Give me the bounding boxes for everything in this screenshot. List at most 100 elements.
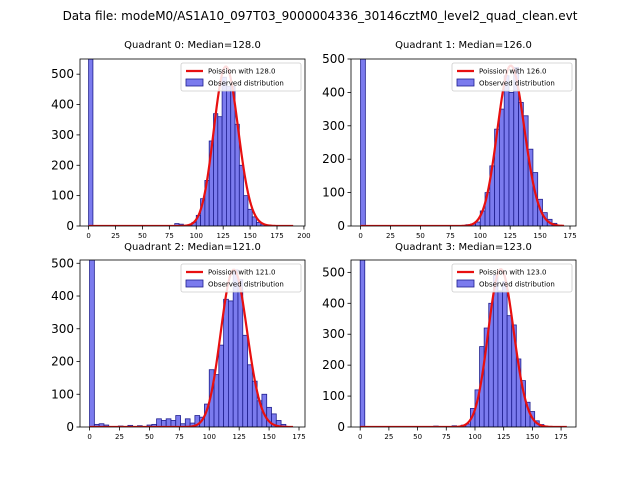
x-tick-label: 100: [190, 232, 203, 240]
legend: Poission with 126.0 Observed distribution: [451, 62, 573, 92]
histogram-bar: [497, 290, 503, 427]
x-tick-label: 150: [533, 232, 546, 240]
x-tick-label: 25: [386, 232, 395, 240]
panel-title: Quadrant 0: Median=128.0: [124, 40, 261, 51]
histogram-bar: [360, 59, 366, 226]
x-tick-label: 150: [526, 433, 539, 441]
x-tick-label: 75: [165, 232, 174, 240]
panel-0: Quadrant 0: Median=128.0 0 25 50 75 100 125 150…: [51, 40, 311, 240]
panel-title: Quadrant 2: Median=121.0: [124, 242, 261, 253]
y-tick-label: 300: [51, 322, 74, 336]
histogram-bar: [492, 275, 499, 427]
x-tick-label: 0: [87, 433, 91, 441]
legend-bars-label: Observed distribution: [208, 80, 284, 88]
y-tick-label: 300: [322, 327, 345, 341]
y-tick-label: 500: [322, 52, 345, 66]
legend-curve-label: Poission with 121.0: [208, 269, 276, 277]
histogram-bar: [213, 374, 220, 427]
legend: Poission with 121.0 Observed distribution: [180, 263, 302, 293]
histogram-bar: [503, 75, 510, 226]
legend: Poission with 128.0 Observed distribution: [180, 62, 302, 92]
poisson-curve: [360, 268, 567, 427]
poisson-curve: [88, 65, 294, 226]
x-tick-label: 75: [442, 433, 451, 441]
histogram-bar: [499, 108, 505, 226]
panel-1: Quadrant 1: Median=126.0 0 25 50 75 100 125 150…: [322, 40, 577, 240]
y-tick-label: 300: [322, 119, 345, 133]
y-tick-label: 500: [322, 265, 345, 279]
y-tick-label: 100: [51, 387, 74, 401]
x-tick-label: 25: [115, 433, 124, 441]
histogram-bar: [243, 195, 249, 226]
histogram-bar: [218, 344, 225, 427]
histogram-bar: [251, 216, 257, 226]
plot-area: [360, 59, 565, 226]
legend-bars-label: Observed distribution: [479, 281, 555, 289]
x-tick-label: 100: [203, 433, 216, 441]
histogram-bar: [275, 420, 282, 427]
legend-bars-label: Observed distribution: [208, 281, 284, 289]
histogram-bar: [247, 364, 253, 427]
axes-frame: [79, 259, 306, 428]
panel-title: Quadrant 3: Median=123.0: [395, 242, 532, 253]
histogram-bar: [228, 300, 234, 427]
histogram-bar: [238, 164, 245, 226]
legend-box: [451, 263, 573, 293]
x-tick-label: 175: [554, 433, 567, 441]
panel-2: Quadrant 2: Median=121.0 0 25 50 75 100 125 150…: [51, 242, 306, 441]
x-tick-label: 175: [292, 433, 305, 441]
histogram-bar: [242, 334, 248, 427]
x-tick-label: 175: [270, 232, 283, 240]
y-tick-label: 100: [322, 389, 345, 403]
x-tick-label: 50: [145, 433, 154, 441]
x-tick-label: 0: [86, 232, 90, 240]
plot-area: [88, 59, 294, 226]
histogram-bar: [217, 116, 223, 226]
y-tick-label: 200: [322, 358, 345, 372]
panel-3: Quadrant 3: Median=123.0 0 25 50 75 100 125 150…: [322, 242, 577, 441]
x-tick-label: 150: [262, 433, 275, 441]
histogram-bar: [502, 281, 508, 427]
legend-bars-swatch: [185, 78, 204, 87]
x-tick-label: 150: [243, 232, 256, 240]
legend-box: [180, 62, 302, 92]
histogram-bar: [175, 415, 181, 427]
y-tick-label: 200: [322, 152, 345, 166]
y-tick-label: 400: [51, 98, 74, 112]
legend-bars-swatch: [185, 279, 204, 288]
x-tick-label: 125: [503, 232, 516, 240]
x-tick-label: 75: [446, 232, 455, 240]
poisson-curve: [89, 268, 294, 427]
x-tick-label: 0: [358, 433, 362, 441]
y-tick-label: 200: [51, 355, 74, 369]
histogram-bar: [165, 418, 172, 427]
figure-title: Data file: modeM0/AS1A10_097T03_90000043…: [63, 9, 578, 23]
legend-box: [180, 263, 302, 293]
y-tick-label: 400: [51, 289, 74, 303]
legend-bars-label: Observed distribution: [479, 80, 555, 88]
panel-title: Quadrant 1: Median=126.0: [395, 40, 532, 51]
plot-area: [89, 260, 294, 427]
legend-bars-swatch: [456, 78, 475, 87]
y-tick-label: 100: [322, 186, 345, 200]
legend-bars-swatch: [456, 279, 475, 288]
plot-area: [359, 260, 567, 427]
y-tick-label: 200: [51, 158, 74, 172]
legend-curve-label: Poission with 128.0: [208, 68, 276, 76]
histogram-bar: [232, 269, 239, 427]
y-tick-label: 0: [66, 420, 74, 434]
axes-frame: [350, 259, 577, 428]
x-tick-label: 125: [497, 433, 510, 441]
x-tick-label: 25: [384, 433, 393, 441]
y-tick-label: 500: [51, 256, 74, 270]
y-tick-label: 500: [51, 67, 74, 81]
legend: Poission with 123.0 Observed distribution: [451, 263, 573, 293]
axes-frame: [350, 58, 577, 227]
histogram-bar: [89, 260, 95, 427]
y-tick-label: 0: [66, 219, 74, 233]
x-tick-label: 50: [138, 232, 147, 240]
histogram-bar: [156, 418, 162, 427]
x-tick-label: 200: [297, 232, 310, 240]
y-tick-label: 100: [51, 189, 74, 203]
